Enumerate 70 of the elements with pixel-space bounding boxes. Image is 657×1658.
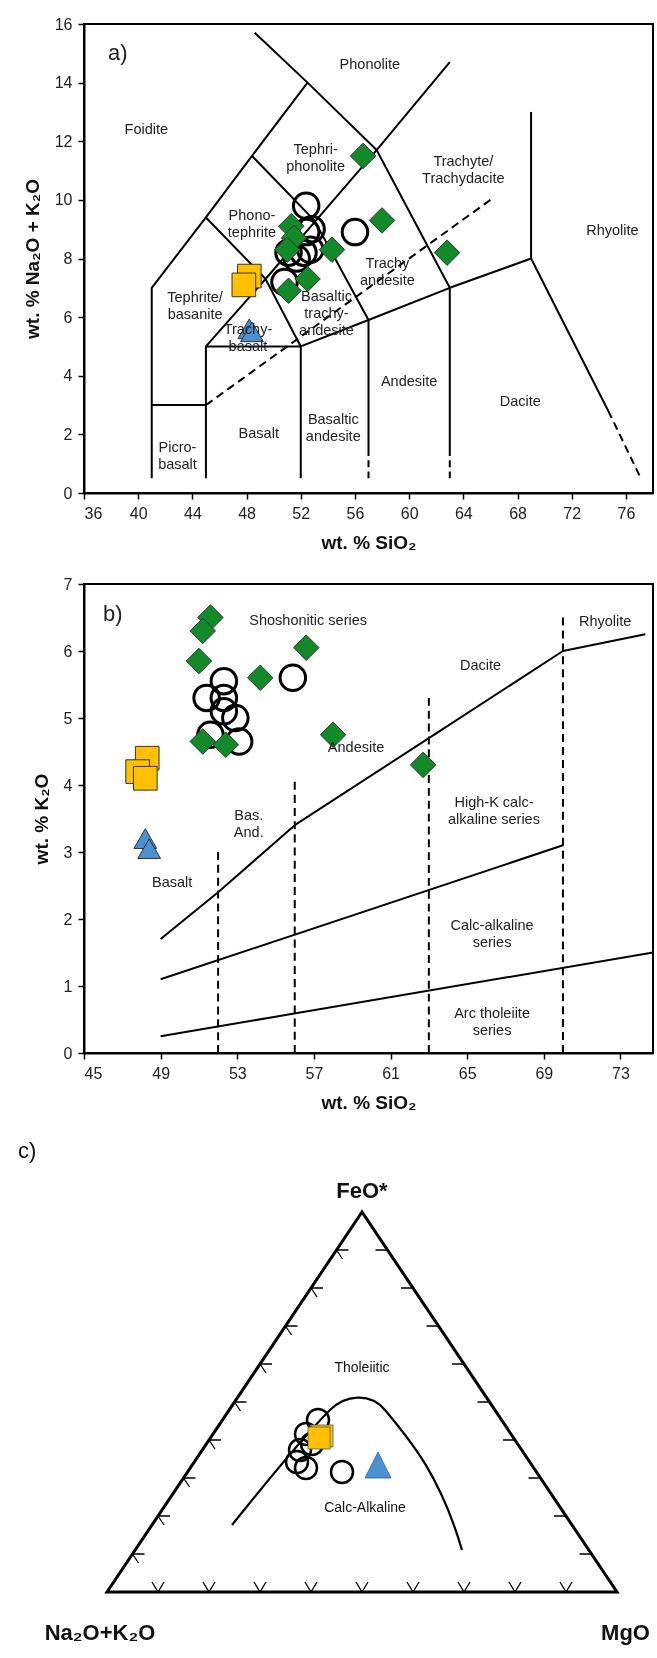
annotation: a): [108, 40, 128, 66]
annotation: Basalt: [238, 425, 279, 442]
text: MgO: [601, 1620, 650, 1645]
text: FeO*: [336, 1178, 389, 1203]
annotation: Bas. And.: [233, 807, 264, 841]
x-tick-label: 64: [454, 504, 473, 522]
annotation: Phono- tephrite: [227, 207, 277, 240]
y-tick-label: 1: [63, 977, 73, 995]
x-tick-label: 72: [563, 504, 582, 522]
y-tick-label: 16: [54, 15, 73, 33]
annotation: Trachy andesite: [360, 255, 415, 289]
x-tick-label: 48: [238, 504, 257, 522]
x-tick-label: 44: [183, 504, 202, 522]
y-tick-label: 5: [63, 709, 73, 727]
annotation: Dacite: [460, 656, 502, 673]
y-tick-label: 8: [63, 250, 73, 267]
x-tick-label: 60: [400, 504, 419, 522]
y-tick-label: 0: [63, 484, 73, 502]
annotation: Andesite: [380, 372, 438, 389]
annotation: Dacite: [499, 393, 541, 410]
x-tick-label: 65: [458, 1064, 477, 1082]
x-tick-label: 68: [509, 504, 528, 522]
annotation: Calc-alkaline series: [450, 917, 534, 951]
x-tick-label: 73: [612, 1064, 630, 1082]
x-tick-label: 56: [346, 504, 365, 522]
annotation: Picro- basalt: [158, 438, 197, 472]
annotation: Rhyolite: [578, 613, 632, 630]
y-tick-label: 6: [63, 642, 73, 660]
x-tick-label: 40: [129, 504, 148, 522]
y-tick-label: 6: [63, 308, 73, 326]
y-axis-title: wt. % Na₂O + K₂O: [21, 179, 43, 340]
text: c): [18, 1138, 37, 1163]
annotation: Arc tholeiite series: [454, 1005, 530, 1039]
annotation: Tephrite/ basanite: [167, 289, 224, 323]
annotation: Basaltic andesite: [305, 410, 361, 444]
text: Na₂O+K₂O: [44, 1620, 156, 1645]
text: Calc-Alkaline: [324, 1499, 407, 1515]
y-tick-label: 10: [54, 191, 73, 209]
annotation: Trachyte/ Trachydacite: [422, 152, 505, 186]
x-tick-label: 69: [535, 1064, 554, 1082]
y-axis-title: wt. % K₂O: [30, 773, 52, 866]
y-tick-label: 4: [63, 367, 73, 385]
y-tick-label: 3: [63, 843, 73, 861]
annotation: Tephri- phonolite: [286, 141, 346, 175]
x-axis-title: wt. % SiO₂: [320, 1091, 417, 1113]
y-tick-label: 14: [54, 74, 73, 92]
annotation: Phonolite: [339, 56, 401, 73]
x-tick-label: 45: [84, 1064, 103, 1082]
annotation: Andesite: [327, 739, 385, 756]
y-tick-label: 0: [63, 1044, 73, 1062]
y-tick-label: 2: [63, 425, 73, 443]
annotation: Basalt: [151, 874, 193, 891]
x-tick-label: 49: [152, 1064, 171, 1082]
x-tick-label: 52: [292, 504, 311, 522]
annotation: Rhyolite: [586, 221, 639, 238]
y-tick-label: 2: [63, 910, 73, 928]
annotation: b): [102, 601, 123, 627]
y-tick-label: 7: [63, 575, 73, 593]
annotation: Foidite: [124, 120, 169, 137]
y-tick-label: 12: [54, 132, 73, 150]
annotation: High-K calc- alkaline series: [448, 794, 540, 828]
x-tick-label: 76: [617, 504, 636, 522]
x-axis-title: wt. % SiO₂: [320, 531, 417, 553]
x-tick-label: 53: [228, 1064, 247, 1082]
text: Tholeiitic: [334, 1359, 390, 1375]
x-tick-label: 36: [84, 504, 103, 522]
x-tick-label: 57: [305, 1064, 324, 1082]
annotation: Shoshonitic series: [249, 611, 367, 628]
y-tick-label: 4: [63, 776, 73, 794]
x-tick-label: 61: [382, 1064, 401, 1082]
